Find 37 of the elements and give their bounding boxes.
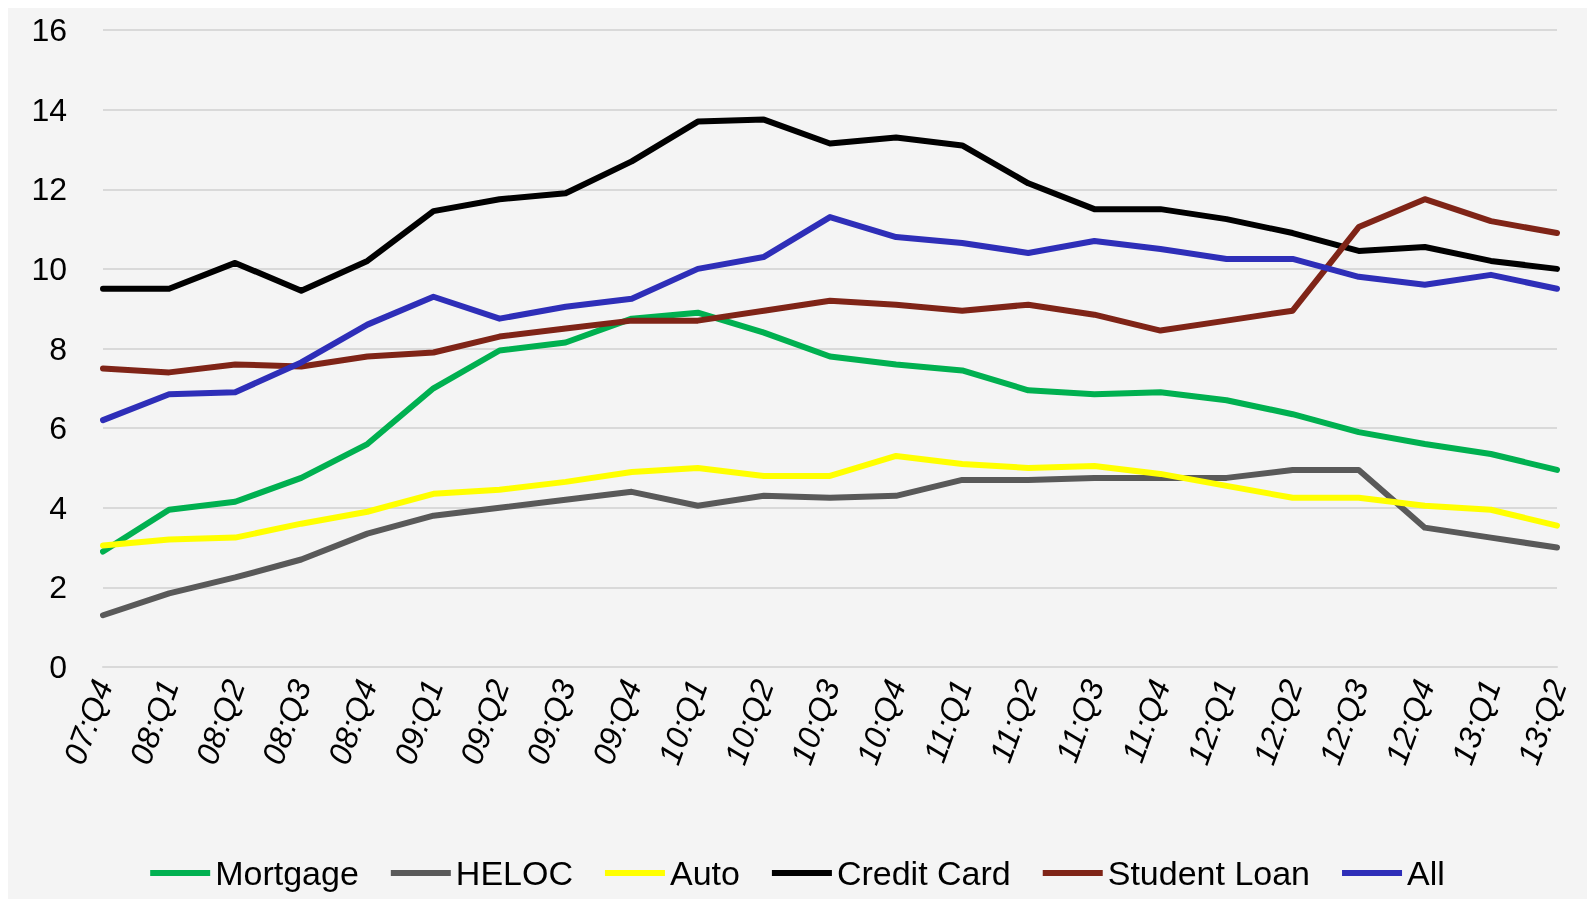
x-tick-label: 09:Q3 xyxy=(518,674,583,770)
y-tick-label: 4 xyxy=(49,489,67,526)
x-tick-label: 10:Q4 xyxy=(849,674,914,770)
x-tick-label: 10:Q3 xyxy=(783,674,847,770)
x-tick-label: 11:Q1 xyxy=(916,674,980,767)
x-tick-label: 11:Q2 xyxy=(982,674,1046,767)
x-tick-label: 11:Q3 xyxy=(1048,674,1112,767)
legend-label: Mortgage xyxy=(215,854,359,892)
x-tick-label: 10:Q1 xyxy=(651,674,715,770)
legend-label: Auto xyxy=(669,854,740,892)
y-tick-label: 12 xyxy=(31,171,67,208)
x-tick-label: 09:Q4 xyxy=(585,674,649,770)
y-tick-label: 0 xyxy=(49,649,67,685)
x-tick-label: 12:Q1 xyxy=(1179,674,1244,770)
x-tick-label: 09:Q2 xyxy=(452,674,517,770)
x-tick-label: 08:Q3 xyxy=(254,674,319,770)
y-tick-label: 10 xyxy=(31,250,67,287)
x-tick-label: 08:Q2 xyxy=(188,674,253,770)
y-tick-label: 16 xyxy=(31,12,67,48)
x-tick-label: 10:Q2 xyxy=(717,674,781,770)
x-tick-label: 12:Q3 xyxy=(1312,674,1376,770)
x-tick-label: 08:Q4 xyxy=(320,674,385,770)
y-tick-label: 6 xyxy=(49,410,67,447)
legend-label: HELOC xyxy=(455,854,573,892)
legend-label: Credit Card xyxy=(836,854,1011,892)
x-tick-label: 09:Q1 xyxy=(386,674,451,770)
x-tick-label: 12:Q4 xyxy=(1378,674,1442,770)
x-tick-label: 08:Q1 xyxy=(122,674,187,770)
legend-label: Student Loan xyxy=(1107,854,1311,892)
y-tick-label: 8 xyxy=(49,330,67,367)
legend-label: All xyxy=(1407,854,1445,892)
x-tick-label: 11:Q4 xyxy=(1114,674,1178,767)
y-tick-label: 14 xyxy=(31,91,67,128)
y-tick-label: 2 xyxy=(49,569,67,606)
x-tick-label: 13:Q2 xyxy=(1510,674,1574,770)
x-tick-label: 13:Q1 xyxy=(1444,674,1508,770)
x-tick-label: 12:Q2 xyxy=(1245,674,1310,770)
